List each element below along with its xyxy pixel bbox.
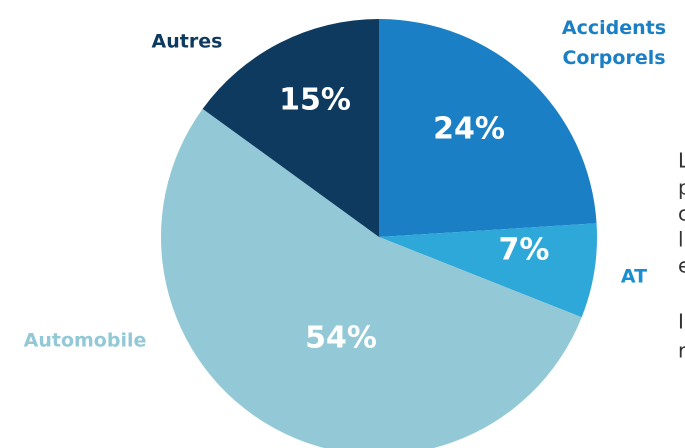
- pie-slice: [161, 108, 582, 448]
- side-text: c: [678, 202, 685, 226]
- category-label: Automobile: [24, 330, 147, 352]
- category-label: Accidents Corporels: [562, 17, 666, 69]
- category-label: AT: [621, 266, 647, 288]
- pie-slice: [202, 19, 379, 237]
- side-text: r: [678, 339, 685, 363]
- slice-value-label: 24%: [433, 112, 505, 147]
- pie-slice: [379, 19, 597, 237]
- slice-value-label: 7%: [499, 233, 550, 268]
- side-text: L: [678, 149, 685, 173]
- pie-slice: [379, 223, 597, 318]
- side-text: I: [678, 310, 684, 334]
- slice-value-label: 15%: [279, 83, 351, 118]
- side-text: l: [678, 228, 684, 252]
- side-text: e: [678, 254, 685, 278]
- category-label: Autres: [152, 31, 223, 53]
- slice-value-label: 54%: [305, 321, 377, 356]
- side-text: p: [678, 176, 685, 200]
